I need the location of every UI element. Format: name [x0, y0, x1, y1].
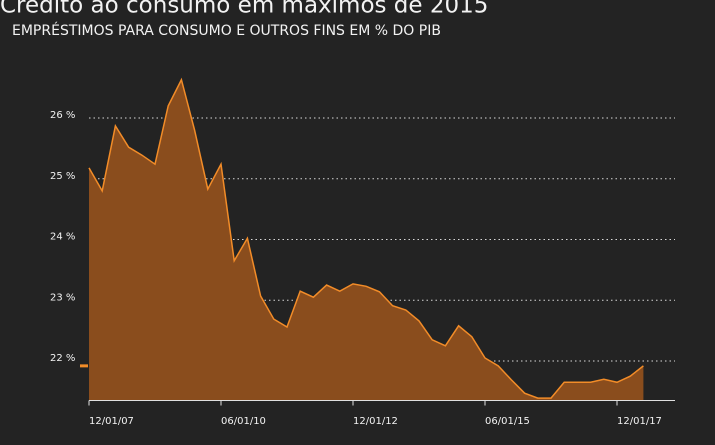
- chart-subtitle: EMPRÉSTIMOS PARA CONSUMO E OUTROS FINS E…: [12, 22, 441, 39]
- area: [89, 79, 644, 401]
- x-tick-label: 12/01/12: [353, 416, 398, 427]
- y-tick-label: 24 %: [50, 232, 75, 243]
- line: [88, 77, 644, 399]
- x-tick-label: 12/01/07: [89, 416, 134, 427]
- chart-title: Crédito ao consumo em máximos de 2015: [0, 0, 488, 19]
- x-tick-label: 06/01/10: [221, 416, 266, 427]
- y-tick-label: 26 %: [50, 110, 75, 121]
- y-tick-label: 23 %: [50, 292, 75, 303]
- y-tick-label: 22 %: [50, 353, 75, 364]
- x-tick-label: 06/01/15: [485, 416, 530, 427]
- x-tick-label: 12/01/17: [617, 416, 662, 427]
- y-tick-label: 25 %: [50, 171, 75, 182]
